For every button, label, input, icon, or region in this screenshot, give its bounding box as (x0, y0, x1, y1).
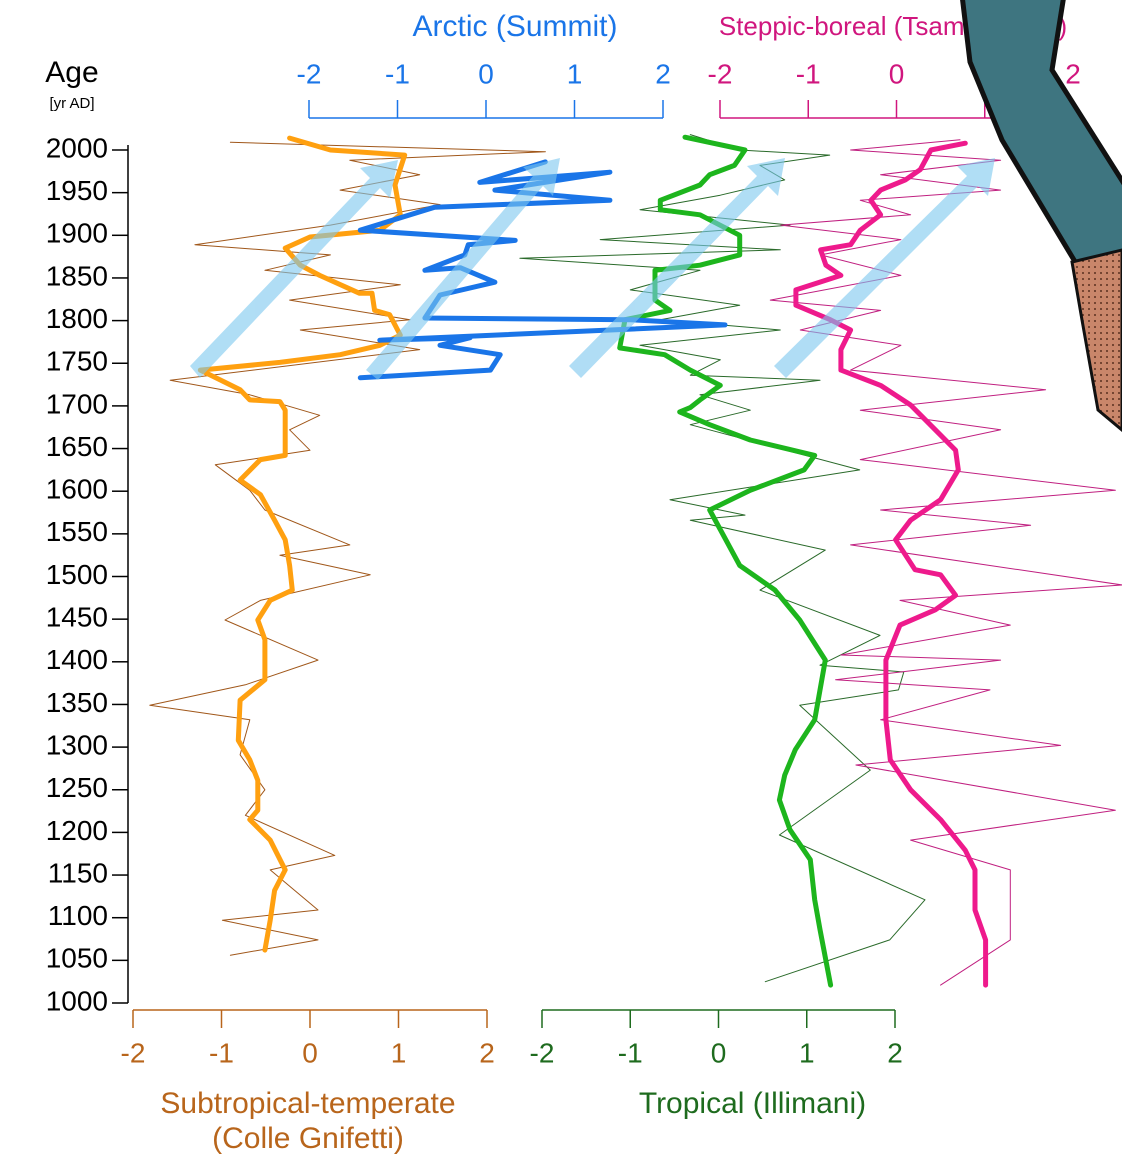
x-tick-label: 2 (1065, 58, 1081, 89)
data-line (793, 140, 989, 988)
trend-arrow (190, 160, 398, 378)
x-tick-label: -2 (121, 1037, 146, 1068)
data-line (149, 141, 546, 956)
y-tick-label: 1900 (46, 218, 108, 249)
trend-arrow (569, 158, 785, 378)
x-axis-title: (Colle Gnifetti) (212, 1122, 404, 1155)
trend-arrows (190, 158, 995, 380)
y-tick-label: 1750 (46, 346, 108, 377)
data-line (769, 139, 1122, 986)
y-tick-label: 1350 (46, 687, 108, 718)
y-tick-label: 1300 (46, 729, 108, 760)
y-tick-label: 1450 (46, 602, 108, 633)
trend-arrow (774, 158, 995, 378)
x-tick-label: -1 (385, 58, 410, 89)
trend-arrow (366, 158, 560, 380)
y-tick-label: 1250 (46, 772, 108, 803)
y-tick-label: 1950 (46, 175, 108, 206)
x-tick-label: 2 (655, 58, 671, 89)
y-axis-unit: [yr AD] (49, 95, 94, 112)
x-tick-label: 0 (478, 58, 494, 89)
x-tick-label: 0 (302, 1037, 318, 1068)
x-tick-label: -2 (530, 1037, 555, 1068)
x-axis-title: Arctic (Summit) (413, 10, 618, 43)
x-tick-label: -2 (708, 58, 733, 89)
y-tick-label: 1550 (46, 516, 108, 547)
y-tick-label: 1000 (46, 985, 108, 1016)
x-tick-label: 0 (889, 58, 905, 89)
y-tick-label: 1150 (48, 857, 108, 888)
x-tick-label: 0 (711, 1037, 727, 1068)
pointer-tip (1070, 248, 1122, 432)
y-tick-label: 1800 (46, 303, 108, 334)
data-line (197, 135, 408, 953)
x-tick-label: -2 (297, 58, 322, 89)
y-tick-label: 1650 (46, 431, 108, 462)
x-axis-title: Subtropical-temperate (160, 1087, 455, 1120)
x-tick-label: 1 (391, 1037, 407, 1068)
x-tick-label: 2 (887, 1037, 903, 1068)
y-tick-label: 1200 (46, 815, 108, 846)
x-tick-label: -1 (209, 1037, 234, 1068)
x-tick-label: 1 (567, 58, 583, 89)
y-tick-label: 1400 (46, 644, 108, 675)
plot-area: 1000105011001150120012501300135014001450… (46, 58, 1122, 1155)
overlay-pointer (960, 0, 1122, 432)
x-tick-label: -1 (618, 1037, 643, 1068)
x-axis-title: Tropical (Illimani) (639, 1087, 866, 1120)
y-tick-label: 1050 (46, 943, 108, 974)
y-tick-label: 1850 (46, 260, 108, 291)
data-line (617, 134, 834, 988)
y-tick-label: 2000 (46, 132, 108, 163)
y-tick-label: 1700 (46, 388, 108, 419)
x-tick-label: -1 (796, 58, 821, 89)
x-tick-label: 1 (799, 1037, 815, 1068)
y-tick-label: 1100 (48, 900, 108, 931)
y-tick-label: 1600 (46, 474, 108, 505)
x-tick-label: 2 (479, 1037, 495, 1068)
y-axis-title: Age (45, 56, 98, 89)
y-tick-label: 1500 (46, 559, 108, 590)
pointer-body (960, 0, 1122, 428)
